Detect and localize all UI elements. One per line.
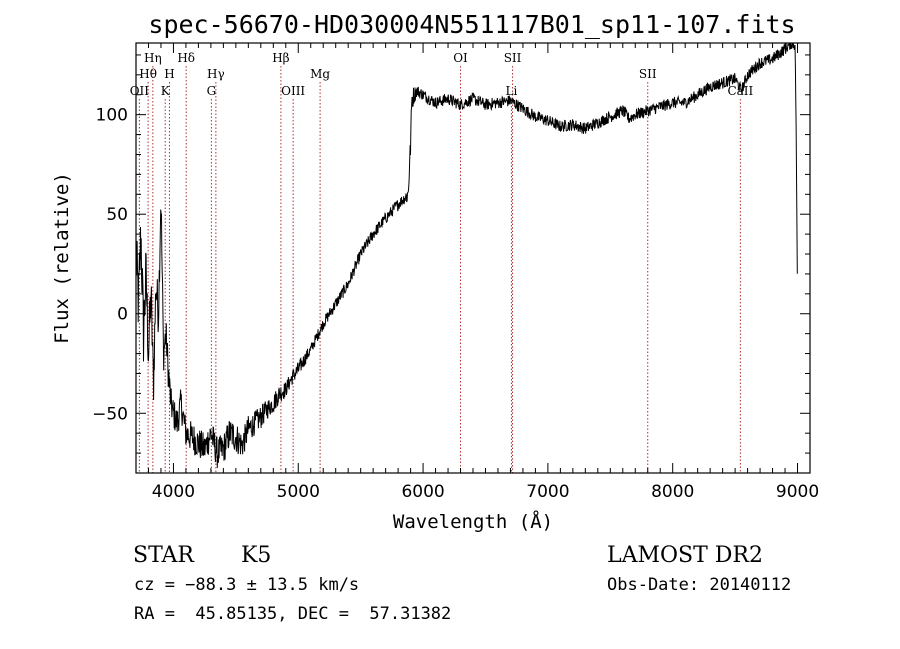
spectral-line-label: Hβ [272, 51, 289, 65]
spectral-line-label: OI [453, 51, 468, 65]
x-tick-label: 8000 [651, 482, 694, 502]
spectral-line-label: H [164, 67, 174, 81]
y-axis-label: Flux (relative) [51, 172, 73, 344]
x-tick-label: 9000 [776, 482, 819, 502]
spectral-line-label: CaII [727, 84, 753, 98]
spectral-line-label: Li [506, 84, 518, 98]
spectral-line-labels: Hη Hθ HHδ Hγ OII K G Hβ OIII Mg OI SII Li SII CaII [130, 51, 754, 98]
spectral-line-label: SII [504, 51, 522, 65]
survey-name: LAMOST DR2 [607, 543, 763, 568]
y-tick-label: −50 [92, 404, 128, 424]
observation-date: Obs-Date: 20140112 [607, 575, 791, 595]
x-tick-label: 5000 [277, 482, 320, 502]
coordinates: RA = 45.85135, DEC = 57.31382 [134, 604, 451, 624]
y-tick-label: 0 [117, 305, 128, 325]
object-class: STAR [133, 543, 195, 568]
series-layer [135, 42, 798, 468]
spectral-line-label: Mg [310, 67, 330, 81]
spectral-line-label: SII [639, 67, 657, 81]
spectral-line-label: K [161, 84, 171, 98]
spectral-line-label: Hη [144, 51, 162, 65]
object-subclass: K5 [241, 543, 271, 568]
x-tick-label: 7000 [526, 482, 569, 502]
spectral-line-label: G [207, 84, 217, 98]
y-axis-ticks: −50 0 50 100 [92, 54, 810, 474]
y-tick-label: 50 [106, 205, 128, 225]
flux-series-line [135, 42, 798, 468]
spectral-line-label: OII [130, 84, 150, 98]
spectral-lines-layer [138, 66, 741, 473]
x-axis-label: Wavelength (Å) [393, 510, 553, 533]
plot-frame [135, 42, 811, 474]
redshift-cz: cz = −88.3 ± 13.5 km/s [134, 575, 359, 595]
spectral-line-label: Hγ [207, 67, 225, 81]
x-tick-label: 6000 [401, 482, 444, 502]
x-axis-ticks: 4000 5000 6000 7000 8000 9000 [135, 43, 819, 502]
spectral-line-label: Hθ [139, 67, 157, 81]
x-tick-label: 4000 [152, 482, 195, 502]
y-tick-label: 100 [96, 106, 128, 126]
spectral-line-label: OIII [281, 84, 305, 98]
chart-title: spec-56670-HD030004N551117B01_sp11-107.f… [148, 10, 795, 39]
spectral-line-label: Hδ [177, 51, 195, 65]
